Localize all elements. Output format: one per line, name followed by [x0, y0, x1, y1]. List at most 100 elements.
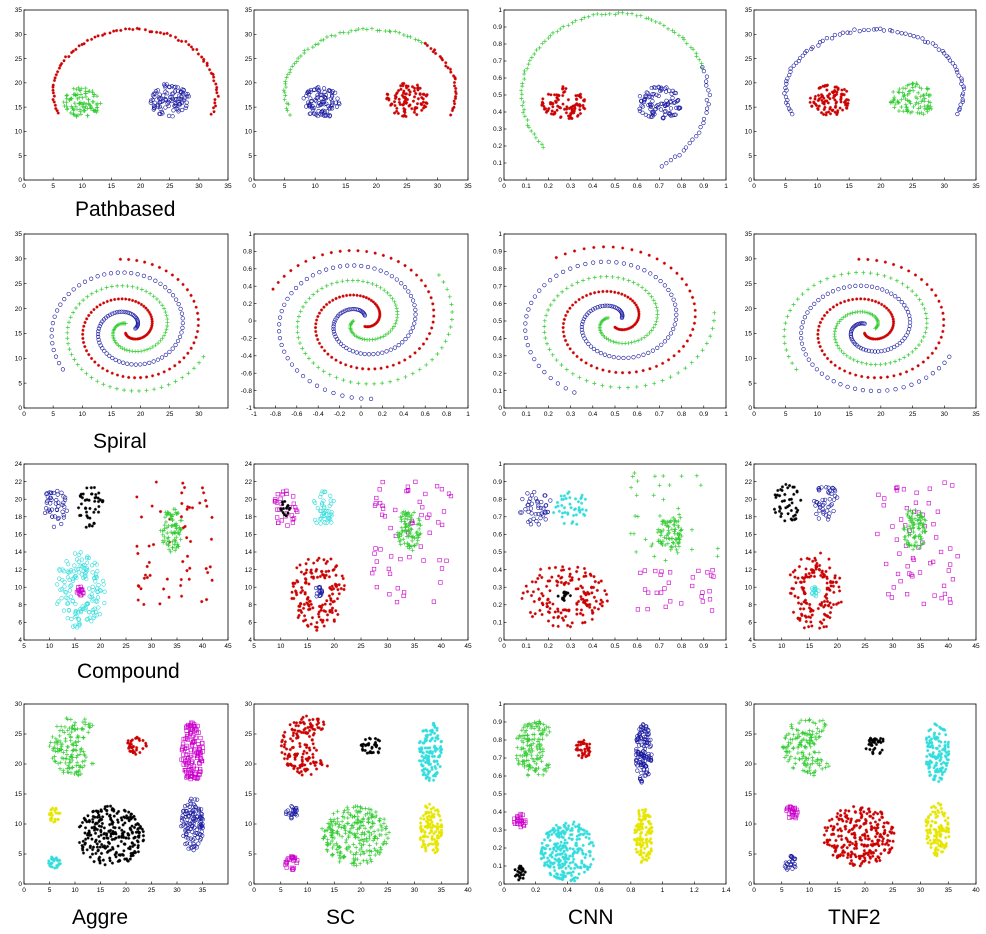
scatter-plot-spiral-cnn: 0 0.1 0.2 0.3 0.4 0.5 0.6 0.7 0.8 0.9 100.10.20.30…: [493, 231, 728, 418]
point-green-plus: [57, 728, 62, 733]
point-red-star: [941, 329, 945, 334]
point-red-star: [587, 592, 591, 596]
point-green-plus: [646, 16, 651, 21]
point-green-plus: [666, 519, 671, 524]
point-red-star: [130, 298, 135, 303]
point-red-star: [816, 332, 820, 336]
point-green-plus: [917, 297, 922, 302]
point-blue-circle: [188, 827, 193, 832]
point-red-star: [393, 96, 397, 100]
point-blue-circle: [646, 350, 651, 355]
point-cyan-circle: [55, 601, 60, 606]
point-red-star: [205, 61, 209, 65]
point-red-star: [838, 576, 842, 580]
point-blue-circle: [330, 94, 335, 99]
point-blue-circle: [700, 65, 705, 70]
point-red-star: [890, 315, 895, 319]
point-red-star: [873, 337, 878, 341]
point-green-plus: [341, 30, 346, 35]
point-red-star: [327, 575, 331, 579]
point-black-star: [799, 498, 803, 502]
point-blue-circle: [884, 289, 890, 294]
point-blue-circle: [528, 518, 533, 523]
point-green-plus: [321, 369, 326, 374]
point-red-star: [563, 608, 567, 612]
point-green-plus: [85, 113, 90, 118]
point-blue-circle: [907, 320, 913, 325]
point-blue-circle: [653, 274, 658, 280]
point-cyan-star: [579, 495, 584, 499]
point-red-star: [637, 312, 641, 316]
point-green-plus: [794, 367, 799, 372]
point-green-plus: [643, 288, 648, 293]
y-tick-label: 22: [745, 479, 753, 486]
point-blue-circle: [799, 325, 804, 330]
point-blue-circle: [199, 812, 205, 817]
point-cyan-circle: [80, 604, 85, 609]
point-black-star: [789, 508, 793, 513]
point-green-plus: [658, 528, 663, 533]
point-blue-circle: [330, 106, 335, 111]
point-green-plus: [111, 335, 116, 340]
point-green-plus: [608, 384, 613, 389]
point-green-plus: [579, 17, 584, 22]
point-green-plus: [905, 92, 910, 97]
point-red-star: [557, 94, 561, 98]
point-red-star: [116, 297, 121, 301]
point-black-star: [93, 507, 97, 511]
point-magenta-square: [372, 551, 377, 556]
point-red-star: [195, 47, 199, 52]
point-green-plus: [294, 59, 299, 64]
point-red-star: [146, 308, 150, 312]
point-green-plus: [82, 763, 87, 768]
point-red-star: [819, 111, 824, 115]
point-green-plus: [151, 294, 156, 299]
point-magenta-square: [284, 488, 289, 493]
point-blue-circle: [170, 346, 175, 351]
point-red-star: [688, 333, 693, 337]
point-red-star: [529, 593, 534, 598]
point-blue-circle: [100, 319, 105, 324]
point-green-plus: [324, 34, 329, 39]
point-blue-circle: [186, 814, 191, 819]
point-red-star: [916, 364, 920, 368]
point-magenta-square: [290, 517, 295, 522]
point-red-star: [297, 608, 301, 612]
point-red-star: [835, 111, 840, 115]
point-black-star: [97, 491, 101, 495]
point-red-star: [818, 551, 823, 555]
point-cyan-star: [567, 490, 571, 494]
point-blue-circle: [840, 30, 845, 35]
point-cyan-circle: [322, 505, 327, 510]
point-blue-circle: [575, 263, 580, 269]
y-tick-label: 30: [15, 256, 23, 263]
point-green-plus: [678, 515, 683, 520]
point-red-star: [392, 111, 397, 115]
point-green-plus: [649, 544, 654, 549]
point-magenta-square: [444, 558, 449, 563]
point-red-star: [564, 313, 568, 318]
point-green-plus: [449, 302, 454, 307]
point-blue-circle: [527, 499, 532, 504]
point-red-star: [620, 292, 624, 296]
point-green-plus: [298, 309, 303, 314]
point-red-star: [542, 104, 546, 109]
x-tick-label: 0.8: [677, 411, 686, 418]
point-green-plus: [521, 100, 526, 105]
point-red-star: [189, 45, 194, 49]
point-red-star: [212, 79, 216, 83]
point-red-star: [545, 602, 549, 606]
point-red-star: [276, 280, 280, 285]
point-red-star: [693, 315, 697, 319]
x-tick-label: 40: [199, 643, 207, 650]
point-red-star: [802, 576, 806, 581]
point-red-star: [910, 367, 915, 371]
point-green-plus: [855, 309, 860, 314]
point-red-star: [568, 572, 572, 576]
point-blue-circle: [907, 32, 913, 38]
point-green-plus: [417, 521, 422, 526]
point-cyan-circle: [90, 588, 95, 593]
point-blue-circle: [827, 491, 832, 496]
point-red-star: [626, 327, 630, 331]
point-red-star: [145, 332, 149, 337]
